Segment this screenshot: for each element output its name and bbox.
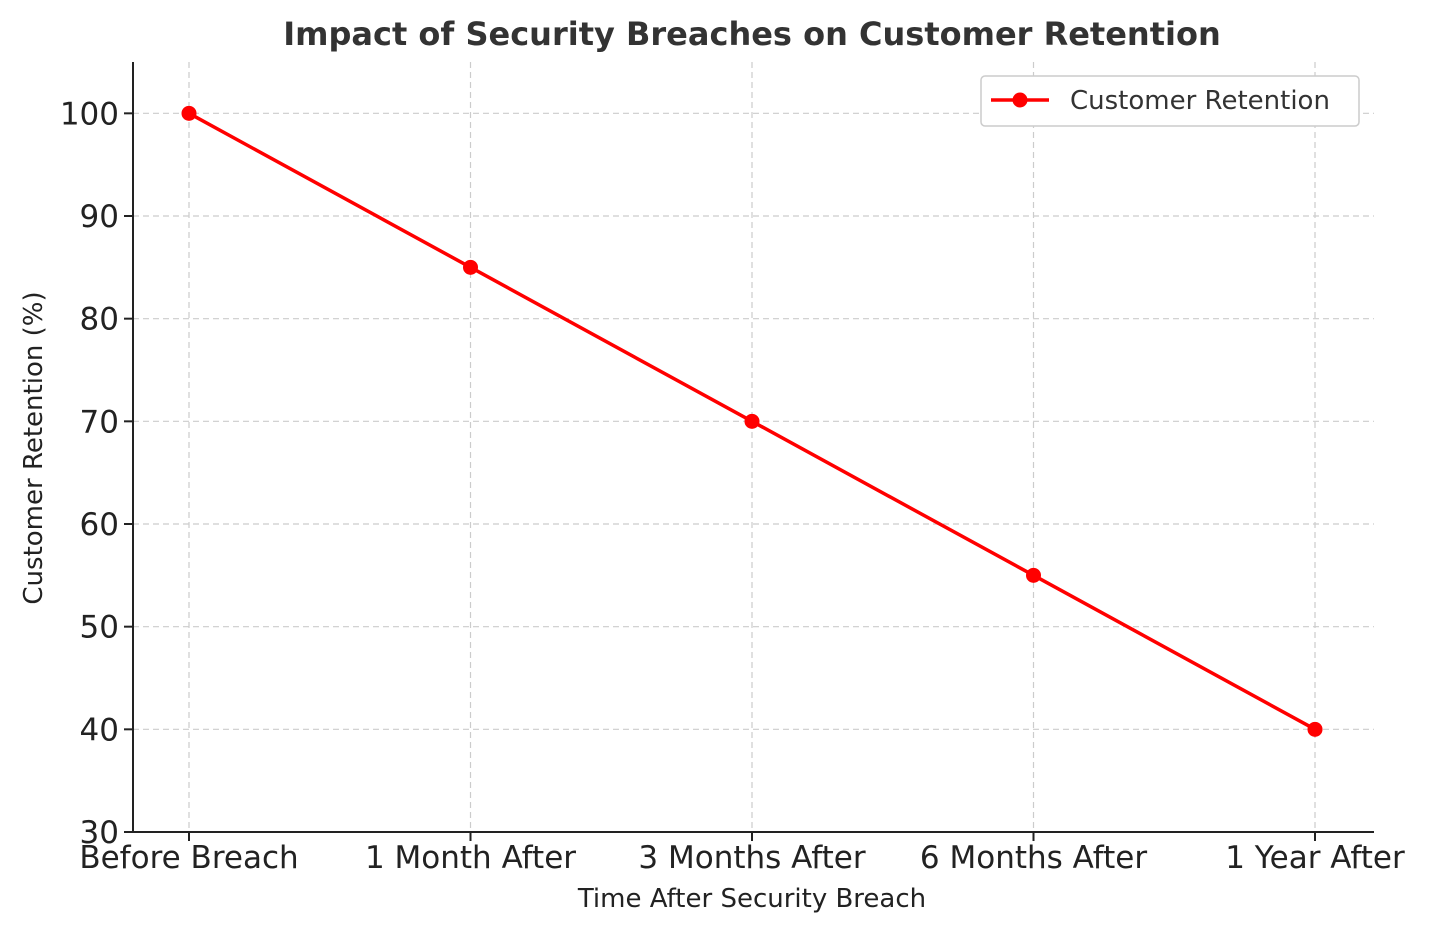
y-tick-label-90: 90	[80, 199, 119, 235]
y-tick-label-80: 80	[80, 302, 119, 338]
data-point-0-3	[1026, 567, 1041, 583]
series	[181, 105, 1323, 737]
data-point-0-0	[181, 105, 197, 121]
y-axis-label: Customer Retention (%)	[19, 291, 49, 604]
y-tick-label-60: 60	[80, 507, 119, 543]
legend: Customer Retention	[980, 75, 1360, 127]
x-axis-label: Time After Security Breach	[577, 884, 926, 914]
y-tick-label-30: 30	[80, 815, 119, 851]
y-ticks: 30 40 50 60 70 80 90 100	[60, 96, 133, 851]
legend-entry-customer-retention: Customer Retention	[1070, 86, 1330, 116]
legend-point-marker	[1012, 92, 1028, 108]
y-tick-label-100: 100	[60, 96, 119, 132]
grid	[133, 62, 1374, 832]
y-tick-label-70: 70	[80, 404, 119, 440]
axes	[132, 62, 1374, 833]
legend-box	[980, 75, 1360, 127]
x-tick-label-0: Before Breach	[79, 840, 298, 876]
data-point-0-1	[463, 259, 478, 275]
x-tick-label-1: 1 Month After	[365, 840, 576, 876]
x-ticks: Before Breach 1 Month After 3 Months After…	[79, 832, 1405, 876]
chart-title: Impact of Security Breaches on Customer …	[283, 15, 1220, 53]
y-tick-label-40: 40	[80, 712, 119, 748]
x-tick-label-4: 1 Year After	[1225, 840, 1405, 876]
x-tick-label-3: 6 Months After	[920, 840, 1147, 876]
data-point-0-2	[744, 413, 760, 429]
data-point-0-4	[1307, 721, 1323, 737]
x-tick-label-2: 3 Months After	[638, 840, 865, 876]
y-tick-label-50: 50	[80, 610, 119, 646]
